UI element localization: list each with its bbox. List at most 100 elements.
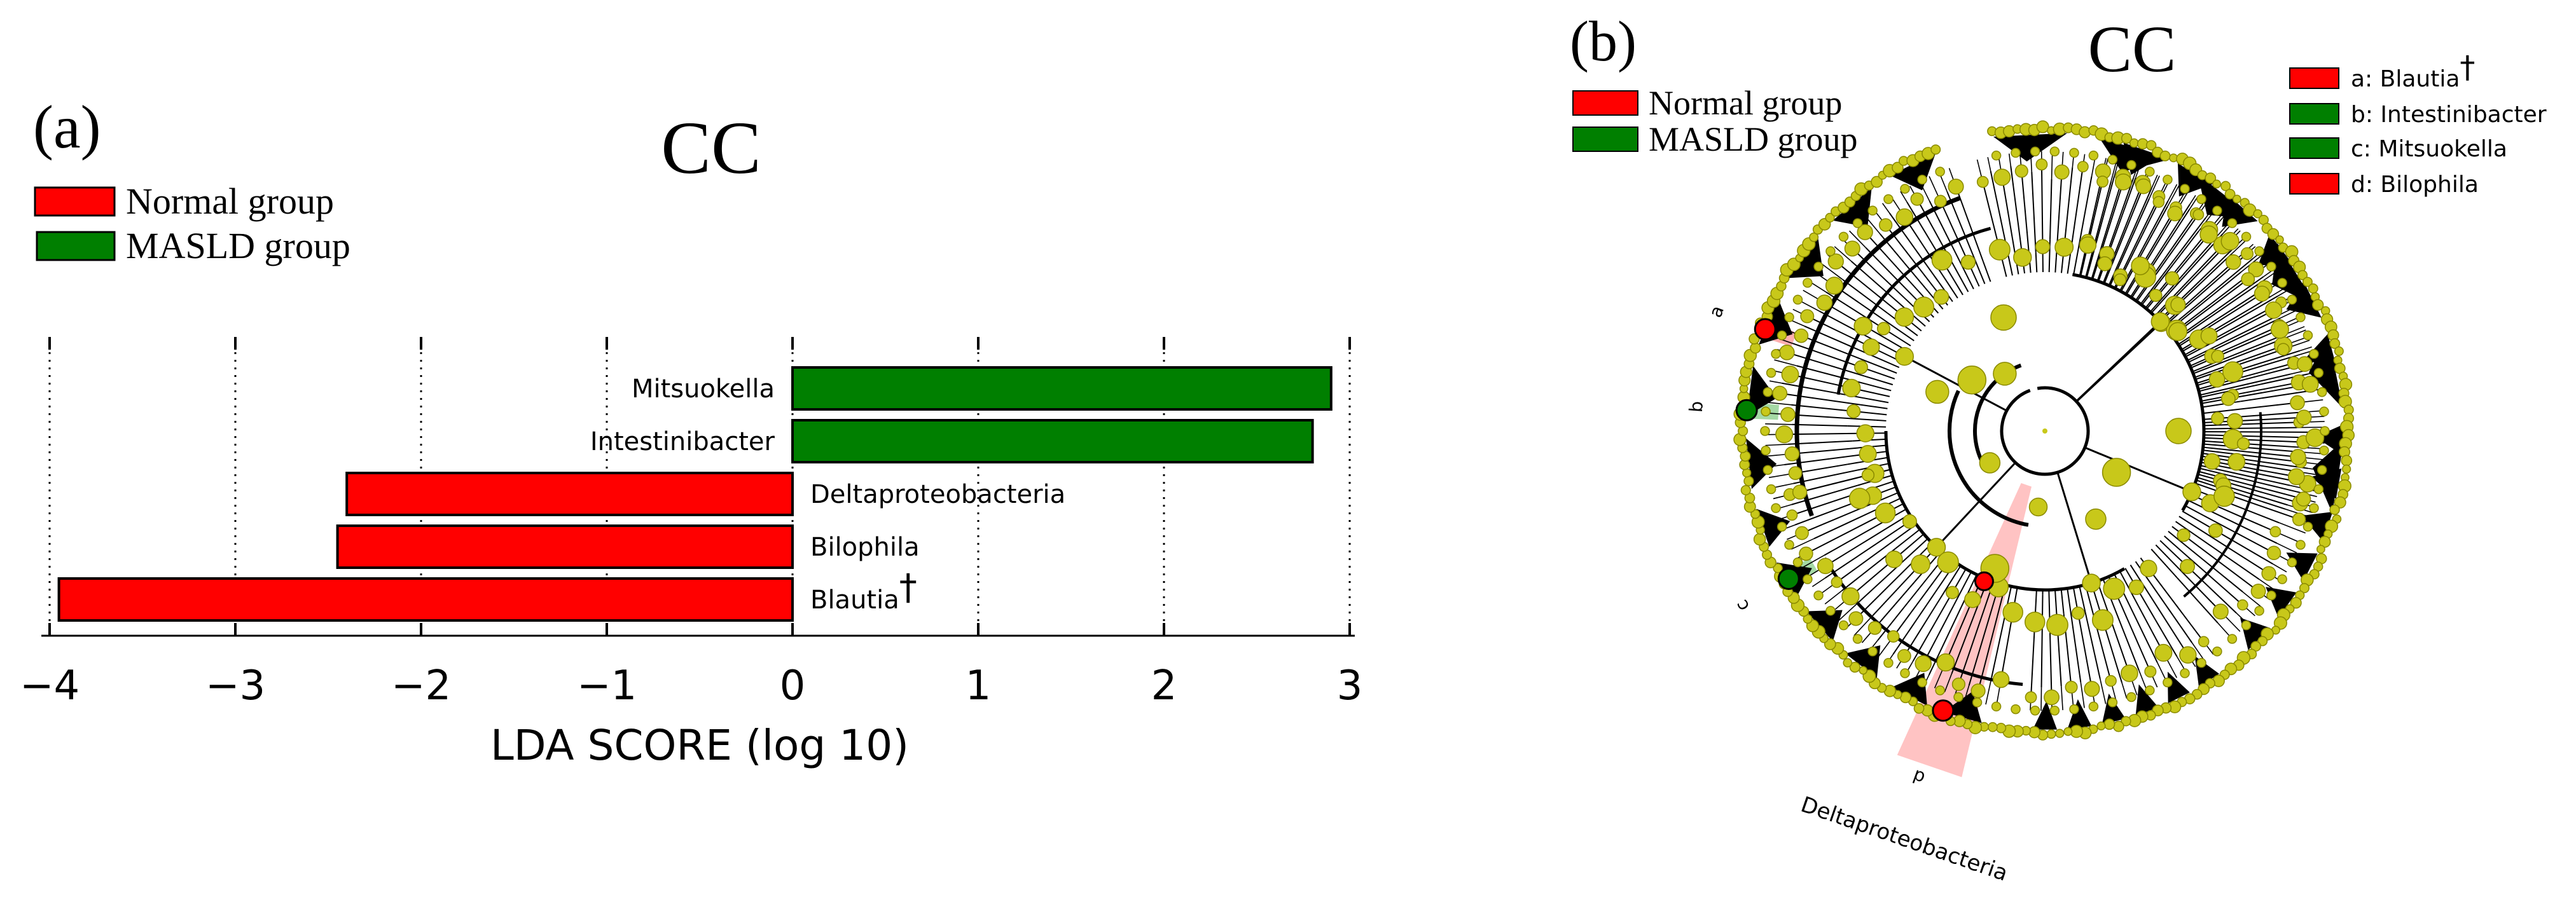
branch bbox=[1866, 383, 1892, 392]
taxon-node bbox=[2254, 246, 2264, 256]
branch bbox=[2195, 376, 2202, 380]
taxon-node bbox=[1862, 338, 1880, 356]
branch bbox=[2228, 474, 2304, 495]
bar-label-intestinibacter: Intestinibacter bbox=[590, 427, 775, 456]
branch bbox=[2202, 313, 2282, 353]
branch bbox=[1838, 602, 1859, 621]
legend-label-normal: Normal group bbox=[126, 181, 334, 222]
branch bbox=[2210, 502, 2276, 533]
taxon-node bbox=[2296, 540, 2306, 550]
taxon-node bbox=[1854, 360, 1868, 374]
taxon-node bbox=[1852, 218, 1863, 228]
taxon-node bbox=[2227, 453, 2246, 471]
branch bbox=[2108, 266, 2118, 286]
branch bbox=[2230, 479, 2304, 500]
legend-swatch-masld bbox=[36, 231, 116, 261]
branch bbox=[1955, 186, 1984, 263]
collapsed-clade bbox=[1993, 133, 2068, 161]
taxon-node bbox=[1935, 167, 1945, 177]
branch bbox=[2040, 164, 2044, 247]
taxon-node bbox=[1991, 150, 2002, 161]
taxon-node bbox=[2269, 526, 2282, 538]
taxon-node bbox=[2316, 545, 2325, 554]
taxon-node bbox=[1883, 194, 1894, 204]
branch bbox=[1784, 432, 1866, 435]
taxon-node bbox=[1892, 161, 1904, 174]
branch bbox=[2183, 535, 2259, 592]
branch bbox=[2226, 493, 2299, 520]
taxon-node bbox=[1957, 365, 1987, 395]
branch bbox=[1765, 423, 1792, 425]
taxon-node bbox=[2164, 271, 2180, 286]
taxon-node bbox=[2144, 665, 2157, 678]
taxon-node bbox=[2088, 150, 2099, 161]
branch bbox=[2190, 531, 2260, 580]
taxon-node bbox=[2126, 692, 2136, 702]
taxon-node bbox=[2297, 356, 2313, 373]
branch bbox=[2140, 290, 2152, 305]
taxon-node bbox=[2105, 674, 2117, 687]
taxon-node bbox=[1931, 249, 1953, 271]
x-tick-label: 2 bbox=[1151, 662, 1177, 709]
collapsed-clade bbox=[2167, 671, 2190, 704]
taxon-node bbox=[2212, 179, 2221, 189]
taxon-node bbox=[2254, 606, 2264, 616]
taxon-node bbox=[2182, 482, 2201, 502]
taxon-node bbox=[2288, 468, 2305, 486]
branch bbox=[1765, 443, 1789, 446]
panel-a-label: (a) bbox=[33, 93, 101, 161]
taxon-node bbox=[1809, 232, 1819, 242]
taxon-node bbox=[1885, 550, 1903, 568]
taxon-node bbox=[2211, 411, 2224, 425]
branch bbox=[2217, 329, 2280, 357]
taxon-node bbox=[1895, 208, 1914, 226]
branch bbox=[1799, 474, 1869, 493]
branch bbox=[1824, 521, 1911, 579]
collapsed-clade bbox=[2258, 234, 2295, 266]
branch bbox=[2210, 310, 2274, 345]
branch bbox=[2199, 513, 2275, 554]
branch bbox=[1836, 544, 1890, 583]
branch bbox=[2021, 170, 2028, 234]
collapsed-clade bbox=[2032, 701, 2058, 730]
branch bbox=[2149, 175, 2160, 199]
branch bbox=[2194, 282, 2261, 329]
taxon-node bbox=[2088, 701, 2099, 712]
taxon-node bbox=[2096, 175, 2109, 188]
taxon-node bbox=[2261, 566, 2276, 581]
taxon-node bbox=[2065, 680, 2078, 694]
taxon-node bbox=[1976, 175, 1989, 188]
taxon-node bbox=[2114, 173, 2132, 191]
branch bbox=[2212, 325, 2280, 357]
taxon-node bbox=[2069, 704, 2079, 715]
taxon-node bbox=[1799, 546, 1813, 561]
taxa-swatch-a bbox=[2289, 67, 2339, 89]
taxon-node bbox=[2036, 120, 2049, 134]
taxon-node bbox=[1964, 591, 1981, 608]
taxon-node bbox=[1779, 345, 1795, 360]
bar-bilophila bbox=[336, 524, 794, 569]
taxon-node bbox=[2241, 231, 2252, 242]
branch bbox=[2299, 346, 2312, 352]
branch bbox=[2272, 563, 2287, 573]
branch bbox=[1820, 263, 1844, 280]
branch bbox=[2000, 612, 2014, 680]
branch bbox=[1849, 230, 1867, 249]
taxon-node bbox=[1867, 646, 1878, 657]
branch bbox=[2174, 247, 2235, 306]
branch bbox=[2290, 350, 2313, 358]
branch bbox=[1918, 319, 1926, 327]
branch bbox=[1825, 291, 1884, 329]
taxon-node bbox=[2140, 559, 2157, 577]
branch bbox=[1935, 462, 2016, 548]
branch bbox=[2240, 446, 2303, 453]
panel-b-label: (b) bbox=[1570, 10, 1637, 73]
branch bbox=[2171, 234, 2210, 279]
group-legend-label-normal: Normal group bbox=[1649, 84, 1842, 122]
branch bbox=[1795, 463, 1848, 474]
taxon-node bbox=[2097, 256, 2112, 271]
branch bbox=[2103, 274, 2109, 284]
branch bbox=[1865, 247, 1925, 308]
branch bbox=[1834, 246, 1852, 262]
branch bbox=[2277, 290, 2288, 297]
